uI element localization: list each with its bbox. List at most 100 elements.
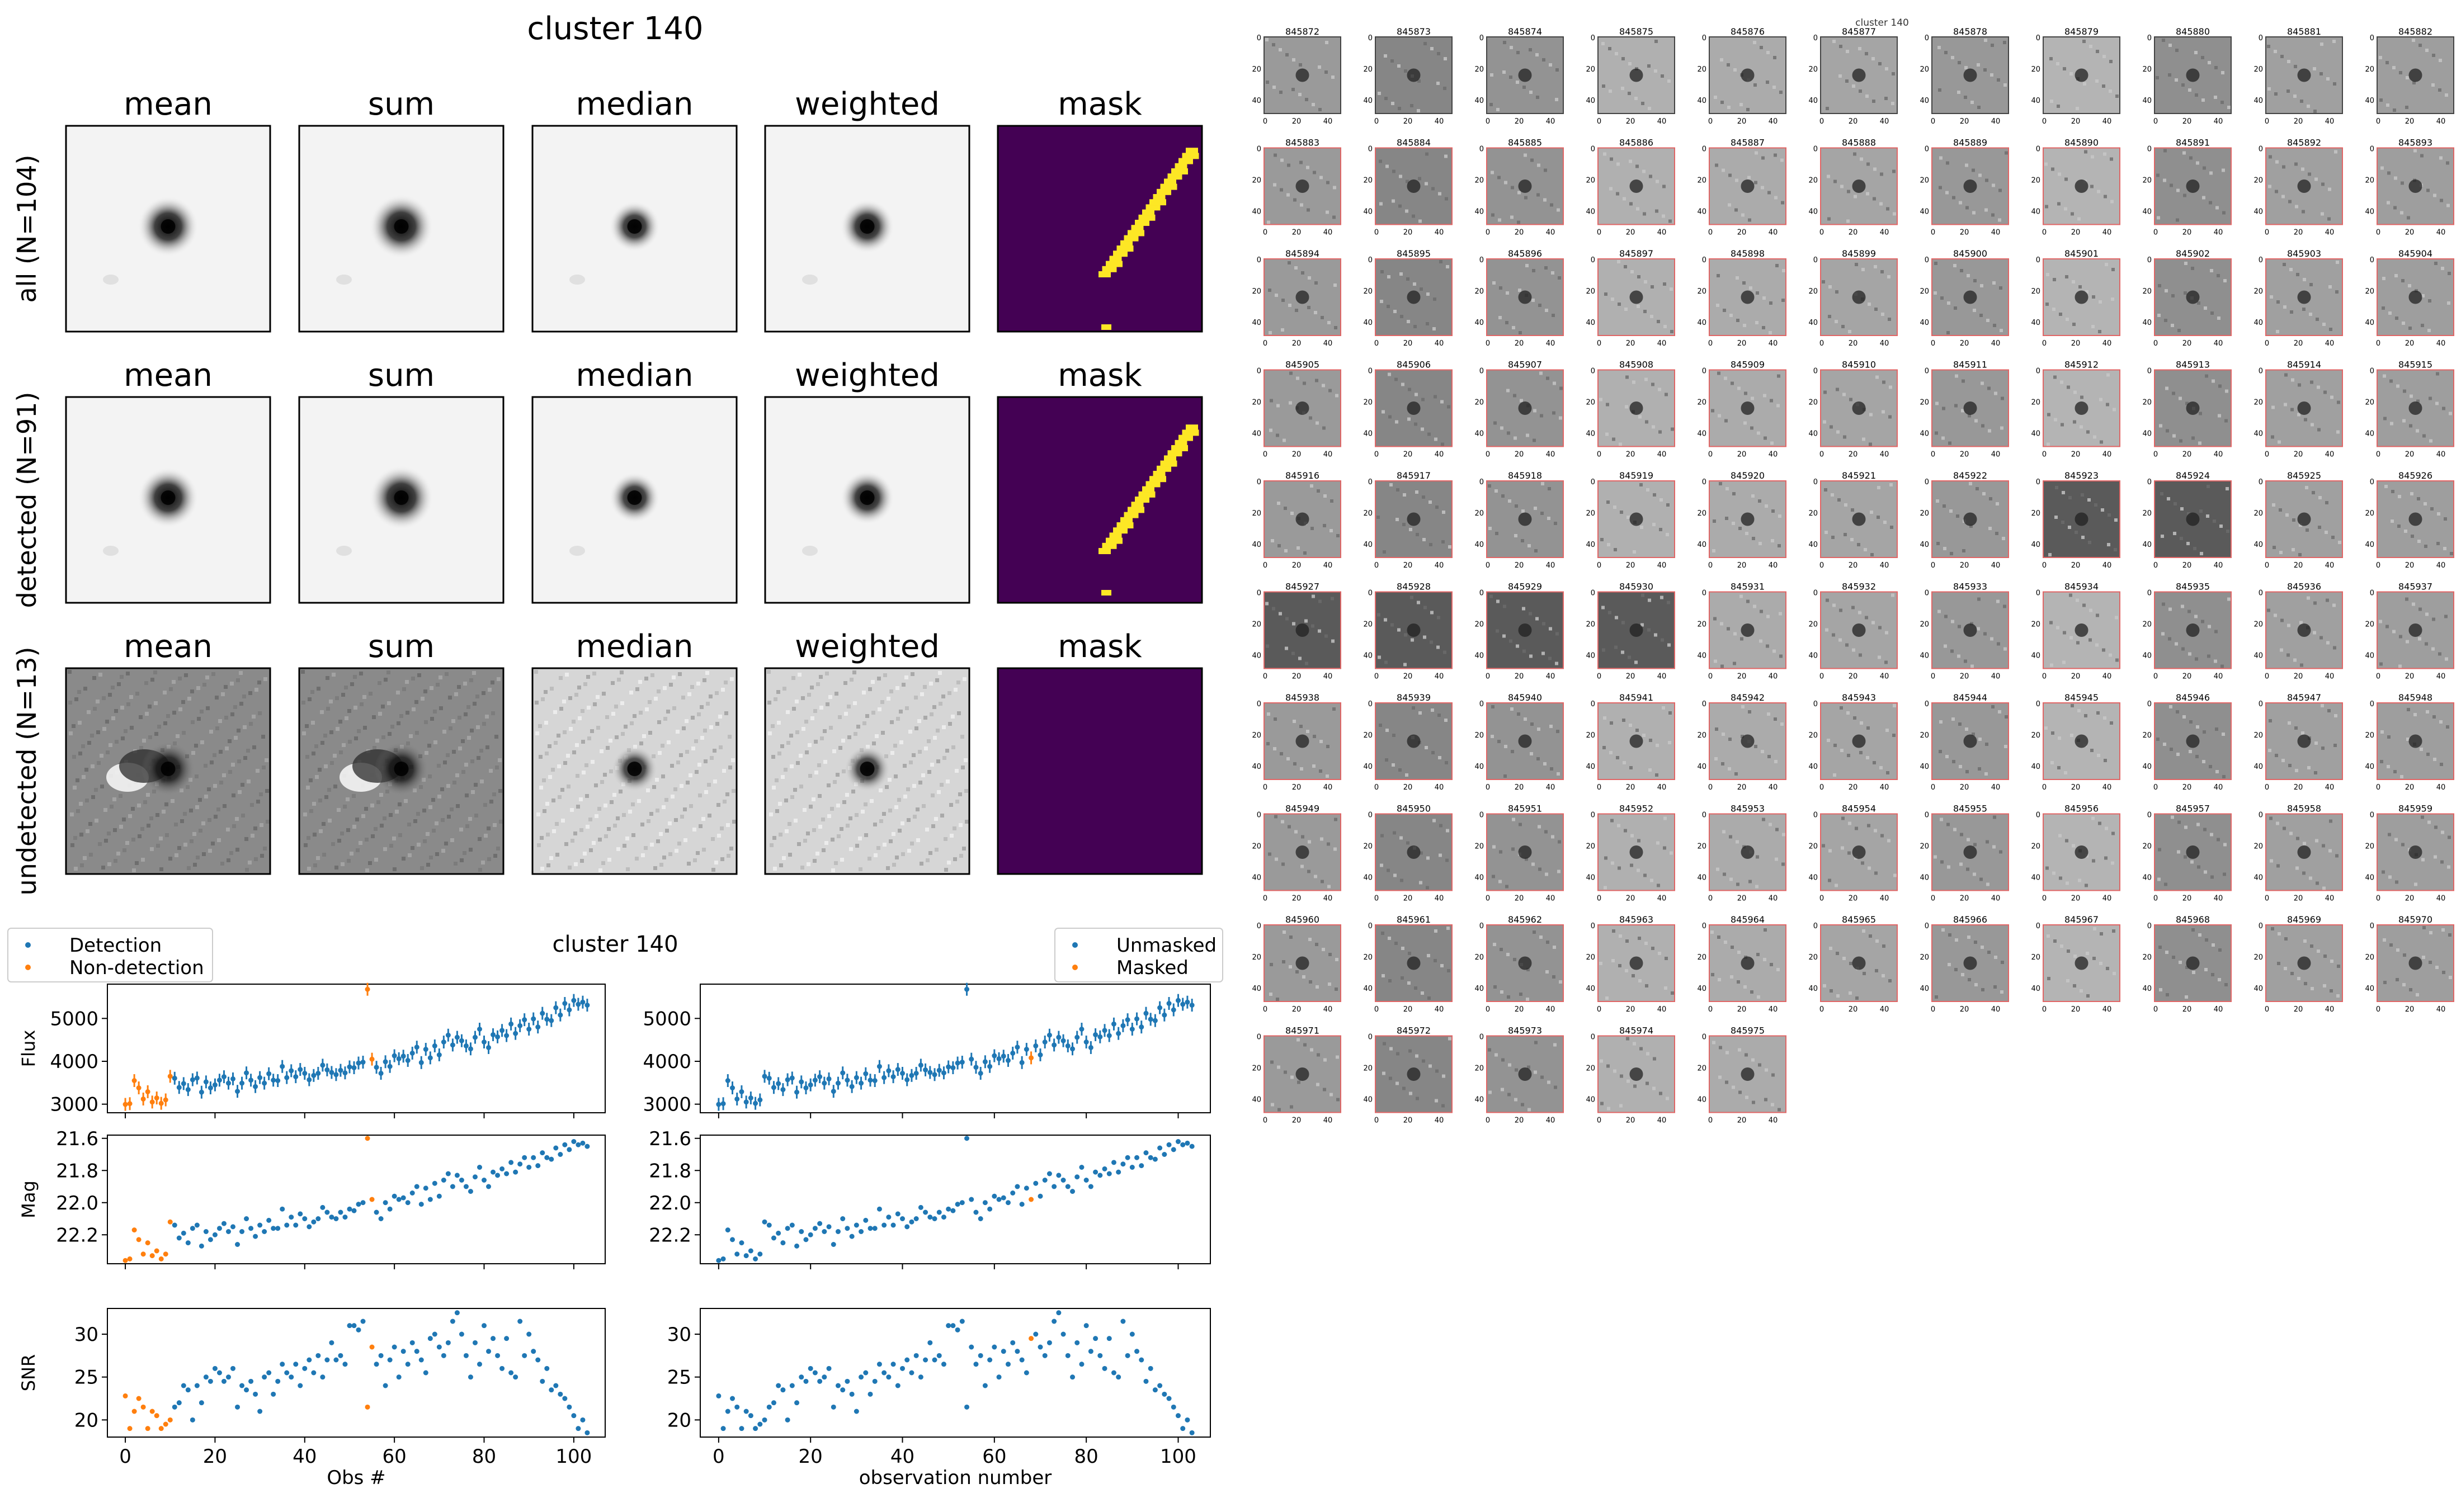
- noise-pixel: [243, 725, 247, 729]
- thumbnail-xtick: 0: [1597, 783, 1601, 792]
- lc-point-blue: [886, 1068, 892, 1074]
- noise-pixel: [1868, 303, 1871, 306]
- noise-pixel: [732, 789, 736, 793]
- noise-pixel: [790, 764, 794, 768]
- lc-xlabel: observation number: [859, 1467, 1052, 1489]
- noise-pixel: [2056, 62, 2059, 65]
- lc-xtick-label: 80: [1074, 1445, 1099, 1468]
- lc-point-blue: [396, 1374, 402, 1380]
- star-core: [1407, 179, 1421, 193]
- thumbnail-ytick: 20: [1808, 287, 1818, 296]
- thumbnail-xtick: 40: [1991, 895, 2001, 903]
- noise-pixel: [557, 764, 561, 768]
- noise-pixel: [196, 686, 200, 690]
- noise-pixel: [1718, 414, 1721, 418]
- thumbnail-xtick: 20: [1737, 673, 1747, 681]
- thumbnail-ytick: 40: [1474, 541, 1484, 549]
- noise-pixel: [803, 808, 807, 812]
- noise-pixel: [2214, 659, 2217, 663]
- noise-pixel: [1841, 846, 1844, 850]
- thumbnail-ytick: 20: [2253, 399, 2263, 407]
- noise-pixel: [1322, 426, 1326, 430]
- thumbnail-xtick: 0: [1819, 895, 1824, 903]
- lc-point-blue: [849, 1084, 855, 1089]
- noise-pixel: [2097, 754, 2100, 757]
- noise-pixel: [1716, 867, 1719, 871]
- noise-pixel: [2321, 182, 2325, 186]
- noise-pixel: [560, 788, 564, 792]
- noise-pixel: [2158, 284, 2161, 287]
- star-core: [1741, 623, 1755, 637]
- noise-pixel: [1291, 88, 1295, 91]
- noise-pixel: [1384, 54, 1387, 58]
- noise-pixel: [1666, 533, 1669, 536]
- noise-pixel: [1401, 976, 1404, 980]
- lc-point-blue: [504, 1171, 510, 1176]
- lc-point-blue: [730, 1085, 736, 1091]
- noise-pixel: [178, 677, 182, 681]
- lc-point-blue: [298, 1211, 303, 1217]
- lc-xtick-label: 20: [203, 1445, 227, 1468]
- noise-pixel: [1946, 161, 1949, 165]
- noise-pixel: [1766, 644, 1769, 648]
- thumbnail-ytick: 20: [2031, 177, 2040, 185]
- noise-pixel: [2329, 328, 2332, 331]
- noise-pixel: [2278, 440, 2281, 444]
- thumbnail-xtick: 40: [1657, 451, 1667, 459]
- thumbnail-ytick: 40: [1697, 874, 1706, 882]
- noise-pixel: [2432, 715, 2436, 719]
- lc-point-blue: [414, 1045, 419, 1050]
- mask-pixel: [1153, 471, 1166, 477]
- lc-point-blue: [414, 1184, 419, 1189]
- lc-point-blue: [450, 1042, 455, 1048]
- thumbnail-ytick: 40: [2253, 541, 2263, 549]
- noise-pixel: [1443, 87, 1446, 90]
- lc-point-blue: [387, 1206, 393, 1212]
- noise-pixel: [2292, 548, 2295, 551]
- noise-pixel: [1641, 102, 1644, 105]
- thumbnail-ytick: 0: [1368, 256, 1373, 264]
- thumbnail-ytick: 40: [1474, 430, 1484, 438]
- thumbnail-ytick: 0: [1925, 700, 1929, 708]
- lc-point-blue: [1019, 1202, 1025, 1207]
- noise-pixel: [780, 744, 784, 748]
- thumbnail-ytick: 0: [1702, 34, 1706, 42]
- thumbnail-ytick: 40: [2365, 97, 2374, 105]
- noise-pixel: [677, 842, 681, 845]
- noise-pixel: [1717, 274, 1720, 277]
- noise-pixel: [2441, 267, 2444, 270]
- noise-pixel: [2426, 188, 2430, 192]
- thumbnail-ytick: 0: [1591, 367, 1595, 376]
- thumbnail-xtick: 40: [1991, 1005, 2001, 1014]
- noise-pixel: [2215, 206, 2219, 210]
- noise-pixel: [2305, 486, 2308, 489]
- noise-pixel: [1743, 421, 1747, 425]
- noise-pixel: [474, 783, 478, 787]
- noise-pixel: [1603, 716, 1606, 720]
- noise-pixel: [704, 790, 708, 794]
- noise-pixel: [2408, 284, 2411, 287]
- noise-pixel: [2084, 150, 2087, 154]
- noise-pixel: [2082, 603, 2086, 607]
- noise-pixel: [2336, 994, 2340, 998]
- noise-pixel: [650, 673, 654, 677]
- lc-point-orange: [136, 1085, 142, 1091]
- star-core: [2075, 179, 2088, 193]
- noise-pixel: [2304, 982, 2307, 985]
- noise-pixel: [2058, 172, 2061, 176]
- noise-pixel: [2185, 995, 2188, 999]
- noise-pixel: [1720, 58, 1723, 62]
- noise-pixel: [1333, 847, 1337, 851]
- noise-pixel: [1265, 602, 1269, 606]
- thumbnail-xtick: 40: [1435, 673, 1444, 681]
- noise-pixel: [1415, 393, 1418, 396]
- noise-pixel: [1288, 261, 1291, 264]
- noise-pixel: [1670, 287, 1673, 291]
- noise-pixel: [1378, 92, 1381, 95]
- mask-pixel: [1153, 194, 1166, 200]
